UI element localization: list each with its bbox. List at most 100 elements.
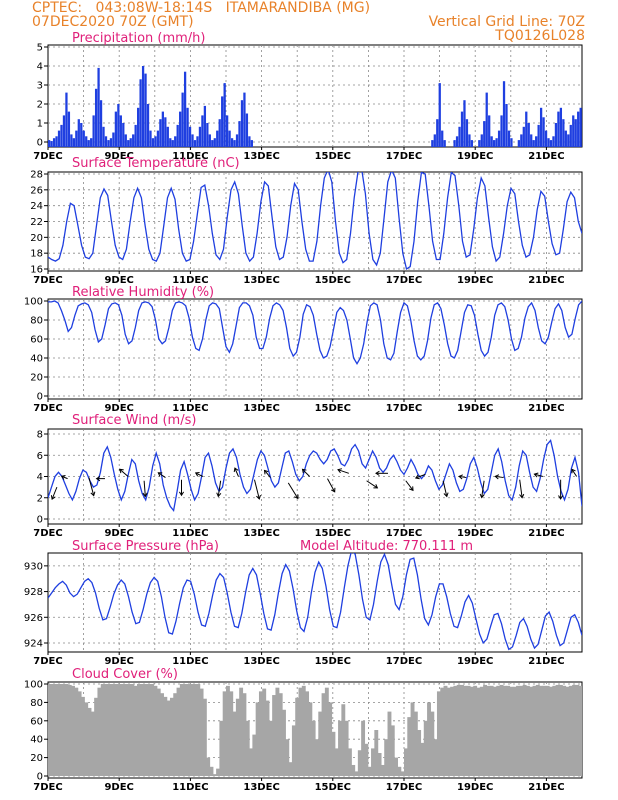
- cloud-bar: [568, 685, 573, 776]
- cloud-cover-xtick-label: 9DEC: [104, 782, 133, 793]
- wind-arrowhead: [443, 492, 449, 498]
- cloud-bar: [417, 730, 422, 776]
- wind-arrow: [264, 470, 271, 478]
- precip-bar: [52, 138, 56, 147]
- cloud-cover-title: Cloud Cover (%): [72, 667, 178, 682]
- cloud-cover-ytick-label: 40: [30, 735, 43, 746]
- precip-bar: [554, 123, 558, 147]
- precip-bar: [146, 104, 150, 147]
- precip-bar: [230, 138, 234, 147]
- cloud-bar: [394, 757, 399, 776]
- wind-arrow: [253, 479, 260, 500]
- humidity-xtick-label: 13DEC: [243, 403, 279, 414]
- wind-arrow: [415, 473, 426, 479]
- wind-ytick-label: 8: [37, 430, 43, 441]
- wind-arrow: [302, 468, 311, 477]
- cloud-bar: [110, 684, 115, 776]
- precip-bar: [99, 100, 103, 147]
- precip-bar: [243, 92, 246, 147]
- pressure-xtick-label: 21DEC: [528, 656, 564, 667]
- cloud-bar: [48, 684, 52, 776]
- cloud-bar: [324, 687, 329, 776]
- precip-bar: [497, 130, 501, 147]
- cloud-bar: [357, 750, 362, 776]
- precip-bar: [485, 92, 488, 147]
- precip-bar: [129, 138, 132, 147]
- precip-bar: [522, 126, 525, 147]
- precip-bar: [174, 136, 177, 147]
- wind-arrowhead: [519, 493, 525, 499]
- precip-bar: [480, 134, 483, 147]
- precip-bar: [500, 115, 503, 147]
- pressure-xtick-label: 11DEC: [172, 656, 208, 667]
- panel-wind: 0 2 4 6 8 7DEC 9DEC 11DEC 13DEC 15DEC 17DEC 19DEC 21…: [33, 413, 583, 539]
- temperature-xtick-label: 19DEC: [457, 275, 493, 286]
- cloud-bar: [351, 764, 356, 776]
- precip-bar: [141, 66, 145, 147]
- cloud-bar: [140, 684, 145, 776]
- cloud-bar: [64, 684, 69, 776]
- precip-bar: [433, 134, 436, 147]
- precip-bar: [233, 140, 236, 147]
- precip-bar: [166, 126, 169, 147]
- precip-bar: [109, 138, 113, 147]
- cloud-bar: [252, 734, 257, 776]
- cloud-cover-xtick-label: 21DEC: [528, 782, 564, 793]
- cloud-bar: [476, 687, 481, 776]
- humidity-xtick-label: 9DEC: [104, 403, 133, 414]
- wind-ytick-label: 6: [37, 451, 43, 462]
- precip-bar: [211, 140, 214, 147]
- humidity-ytick-label: 100: [24, 297, 43, 308]
- cloud-bar: [150, 684, 155, 776]
- wind-arrowhead: [95, 476, 101, 482]
- cloud-bar: [176, 687, 181, 776]
- wind-arrowhead: [142, 492, 148, 498]
- precip-bar: [438, 83, 441, 147]
- cloud-bar: [423, 720, 428, 776]
- cloud-bar: [74, 687, 79, 776]
- temperature-line: [48, 172, 582, 271]
- precipitation-ytick-label: 3: [37, 81, 43, 92]
- header-grid-line: Vertical Grid Line: 70Z: [428, 14, 585, 30]
- cloud-bar: [61, 684, 66, 776]
- wind-arrow: [88, 477, 95, 496]
- cloud-bar: [137, 684, 141, 776]
- precip-bar: [216, 130, 219, 147]
- precip-bar: [235, 134, 239, 147]
- wind-arrow: [119, 468, 129, 477]
- cloud-bar: [67, 684, 72, 776]
- cloud-bar: [202, 698, 207, 776]
- panel-cloud-cover: 0 20 40 60 80 100 7DEC 9DEC 11DEC 13DEC 15DEC 17DEC…: [24, 667, 583, 793]
- cloud-cover-xtick-label: 19DEC: [457, 782, 493, 793]
- precip-bar: [90, 138, 93, 147]
- humidity-ytick-label: 80: [30, 316, 43, 327]
- cloud-bar: [529, 686, 534, 776]
- precip-bar: [525, 111, 528, 147]
- precip-bar: [112, 132, 115, 147]
- cloud-cover-ytick-label: 20: [30, 753, 43, 764]
- cloud-bar: [219, 720, 224, 776]
- humidity-ytick-label: 0: [37, 392, 43, 403]
- wind-arrow: [61, 475, 68, 480]
- cloud-bar: [519, 685, 524, 776]
- temperature-ytick-label: 18: [30, 249, 43, 260]
- cloud-bar: [440, 687, 445, 776]
- pressure-xtick-label: 7DEC: [33, 656, 62, 667]
- precip-bar: [137, 107, 140, 147]
- precipitation-xtick-label: 19DEC: [457, 151, 493, 162]
- precip-bar: [80, 123, 83, 147]
- precip-bar: [50, 141, 53, 147]
- wind-arrow: [143, 480, 146, 497]
- precip-bar: [493, 140, 496, 147]
- precip-bar: [186, 107, 189, 147]
- precip-bar: [577, 111, 580, 147]
- precip-bar: [62, 115, 66, 147]
- precipitation-ytick-label: 1: [37, 119, 43, 130]
- precip-bar: [102, 126, 105, 147]
- precip-bar: [238, 121, 241, 147]
- precip-bar: [134, 124, 137, 147]
- cloud-bar: [51, 684, 56, 776]
- cloud-bar: [413, 711, 418, 776]
- temperature-ytick-label: 16: [30, 265, 43, 276]
